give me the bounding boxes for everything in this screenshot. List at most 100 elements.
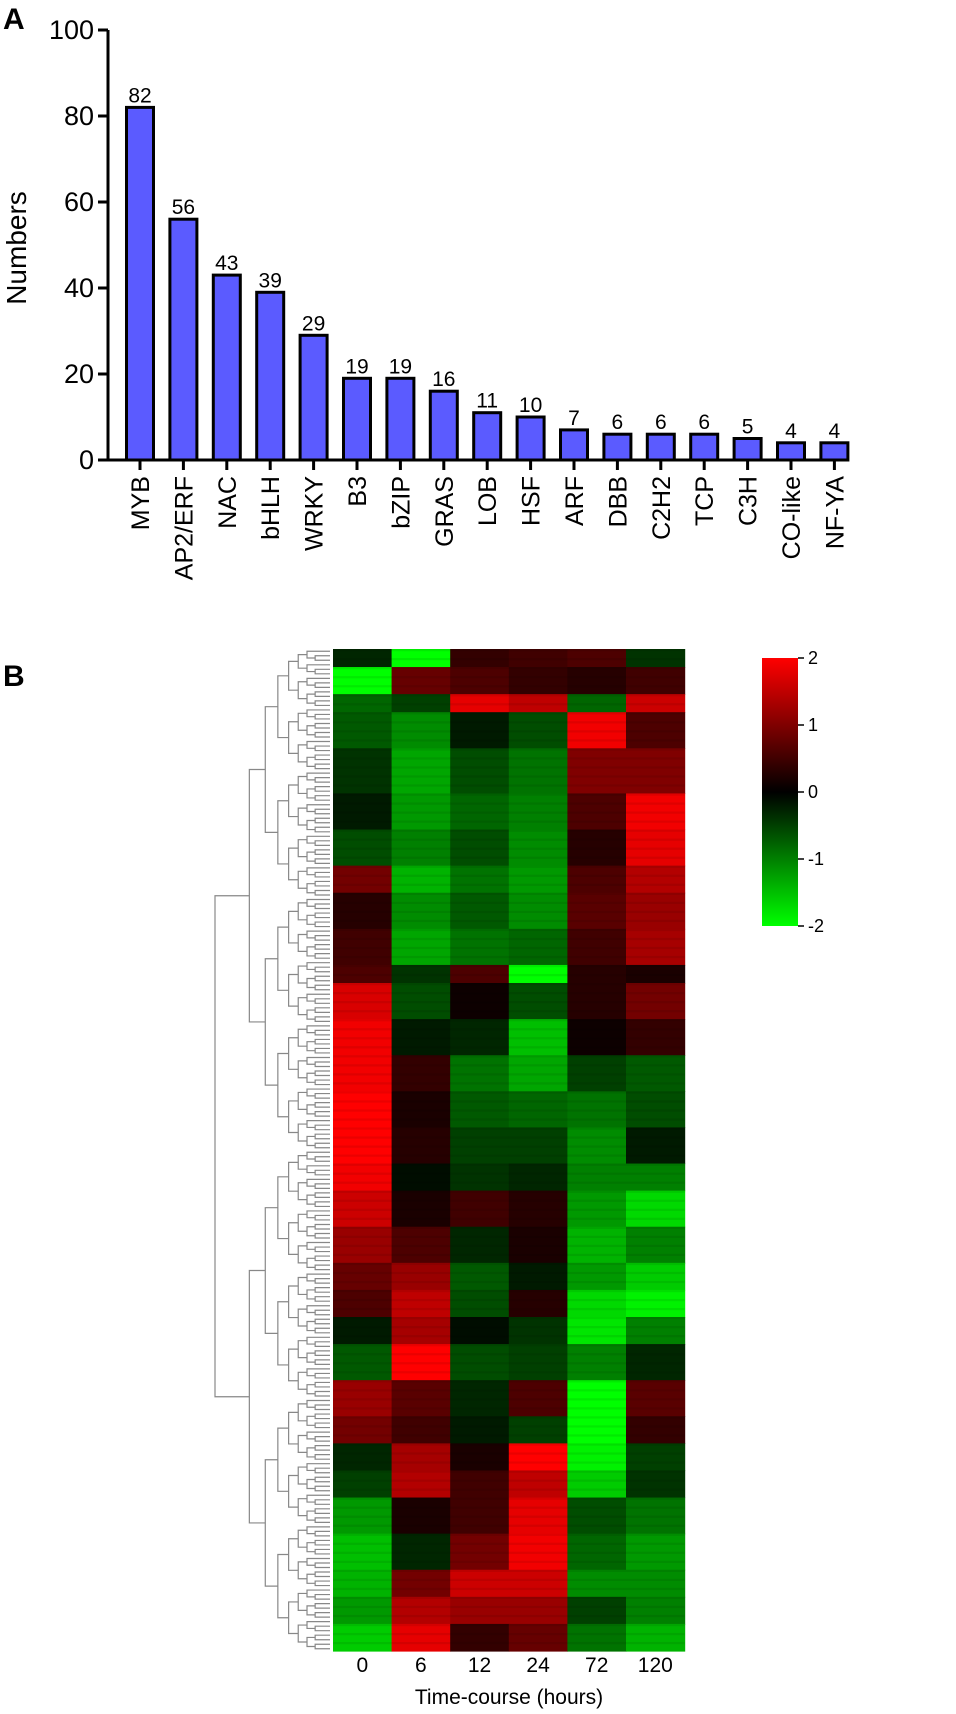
bar-value-label: 16 — [432, 368, 455, 391]
y-tick-label: 80 — [64, 101, 94, 131]
heatmap-cell — [391, 1019, 451, 1056]
heatmap-cell — [508, 1470, 568, 1499]
bar — [298, 333, 329, 462]
heatmap-cell — [333, 1569, 393, 1598]
dendrogram-branch — [314, 1508, 330, 1514]
dendrogram-branch — [288, 1285, 299, 1319]
dendrogram-branch — [306, 1557, 330, 1566]
heatmap-row-band — [333, 658, 685, 661]
dendrogram-branch — [306, 946, 316, 957]
heatmap-row-band — [333, 1569, 685, 1573]
dendrogram-branch — [297, 1403, 308, 1422]
dendrogram-branch — [297, 1213, 308, 1232]
dendrogram-branch — [306, 1257, 316, 1268]
heatmap-cell — [626, 1596, 686, 1625]
dendrogram-branch — [297, 870, 308, 889]
heatmap-row-band — [333, 694, 685, 697]
dendrogram-branch — [297, 902, 308, 921]
heatmap-cell — [567, 667, 627, 695]
bar-value-label: 43 — [215, 252, 238, 275]
dendrogram-branch — [306, 1104, 316, 1115]
dendrogram-branch — [306, 772, 330, 781]
heatmap-row-band — [333, 1362, 685, 1365]
bar-value-label: 19 — [389, 355, 412, 378]
heatmap-row-band — [333, 1443, 685, 1446]
category-label: HSF — [518, 476, 546, 526]
dendrogram-branch — [306, 977, 316, 989]
dendrogram-branch — [306, 1589, 330, 1598]
dendrogram-branch — [306, 1494, 330, 1503]
category-label: B3 — [344, 476, 372, 507]
category-label: bZIP — [387, 476, 415, 529]
heatmap-cell — [450, 694, 510, 713]
heatmap-row-band — [333, 1289, 685, 1293]
heatmap-row-band — [333, 1019, 685, 1022]
dendrogram-branch — [314, 1413, 330, 1420]
heatmap-cell — [391, 1091, 451, 1129]
heatmap-row-band — [333, 703, 685, 706]
colorbar-tick-label: 2 — [808, 648, 818, 668]
heatmap-cell — [567, 1344, 627, 1381]
heatmap-cell — [333, 1317, 393, 1345]
dendrogram-branch — [306, 1194, 316, 1205]
heatmap-cell — [567, 964, 627, 984]
heatmap-x-tick-label: 24 — [526, 1654, 550, 1677]
dendrogram-branch — [306, 1165, 330, 1174]
dendrogram-branch — [306, 993, 330, 1002]
dendrogram-branch — [264, 958, 278, 1086]
dendrogram-branch — [264, 1459, 278, 1587]
heatmap-cell — [626, 983, 686, 1020]
dendrogram-branch — [306, 1241, 330, 1250]
dendrogram-branch — [264, 706, 278, 833]
bar-value-label: 4 — [829, 420, 841, 443]
dendrogram-branch — [297, 1561, 308, 1580]
y-tick-label: 0 — [79, 445, 94, 475]
dendrogram-branch — [306, 867, 330, 876]
dendrogram-branch — [306, 740, 330, 749]
heatmap-cell — [391, 667, 451, 695]
heatmap-cell — [391, 1623, 451, 1652]
dendrogram-branch — [297, 1466, 308, 1485]
heatmap-cell — [626, 1497, 686, 1535]
heatmap-cell — [626, 1127, 686, 1165]
dendrogram-branch — [314, 1467, 330, 1474]
bar — [168, 217, 199, 462]
heatmap-row-band — [333, 1416, 685, 1419]
dendrogram-branch — [306, 1384, 316, 1395]
heatmap-cell — [567, 928, 627, 966]
heatmap-cell — [450, 667, 510, 695]
dendrogram-branch — [314, 1156, 330, 1162]
heatmap-row-band — [333, 983, 685, 986]
dendrogram-branch — [306, 1289, 316, 1300]
heatmap-row-band — [333, 1190, 685, 1193]
heatmap-cell — [450, 793, 510, 831]
dendrogram-branch — [297, 1498, 308, 1517]
heatmap-cell — [626, 1262, 686, 1291]
category-label: bHLH — [257, 476, 285, 540]
dendrogram-branch — [297, 933, 308, 953]
heatmap-cell — [333, 1344, 393, 1381]
dendrogram-branch — [314, 1612, 330, 1618]
dendrogram-branch — [314, 1102, 330, 1108]
colorbar-ticks: 2 1 0 -1 -2 — [798, 648, 824, 936]
heatmap-cell — [626, 1055, 686, 1092]
heatmap-x-tick-label: 6 — [415, 1654, 427, 1677]
heatmap-cell — [391, 712, 451, 749]
heatmap-chart: 0 6 12 24 72 120 Time-course (hours) 2 1 0 -1 -2 — [214, 648, 824, 1709]
heatmap-cell — [626, 1317, 686, 1345]
dendrogram-branch — [314, 1029, 330, 1036]
heatmap-cell — [333, 983, 393, 1020]
y-tick-label: 100 — [49, 15, 94, 45]
heatmap-row-band — [333, 1298, 685, 1302]
y-tick-label: 20 — [64, 359, 94, 389]
dendrogram-branch — [314, 840, 330, 846]
bar-value-label: 6 — [612, 411, 624, 434]
dendrogram-branch — [314, 731, 330, 738]
heatmap-cell — [508, 1533, 568, 1571]
dendrogram-branch — [314, 1214, 330, 1221]
dendrogram-branch — [306, 1542, 316, 1553]
bar — [602, 432, 633, 462]
heatmap-cell — [626, 865, 686, 894]
dendrogram-branch — [277, 1427, 289, 1492]
dendrogram-branch — [314, 1264, 330, 1271]
